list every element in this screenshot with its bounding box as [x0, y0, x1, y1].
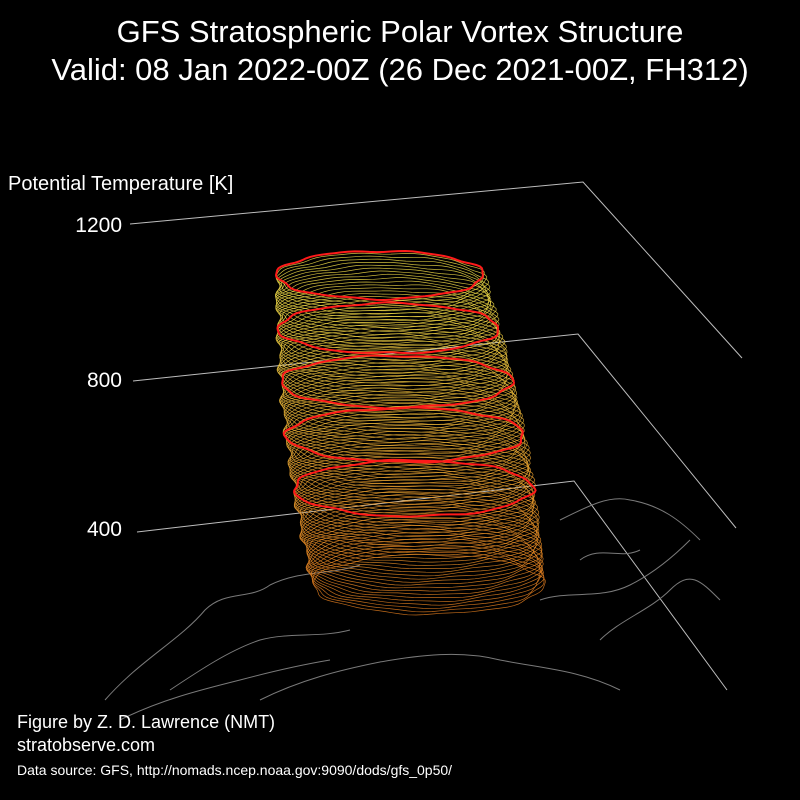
- isentrope-contour: [282, 361, 517, 416]
- isentrope-contour: [277, 261, 491, 312]
- isentrope-contour: [275, 280, 492, 332]
- isentrope-contour: [283, 387, 521, 443]
- grid-line-1200: [129, 181, 743, 359]
- highlighted-isentropes: [274, 249, 537, 518]
- figure-credit: Figure by Z. D. Lawrence (NMT): [17, 712, 276, 732]
- coastline-segment: [259, 653, 621, 701]
- isentrope-contour: [308, 544, 544, 606]
- coastline-segment: [169, 629, 351, 691]
- z-axis-label: Potential Temperature [K]: [8, 173, 234, 195]
- isentrope-contour: [279, 333, 509, 387]
- isentrope-contour: [290, 450, 534, 508]
- isentrope-contour: [295, 482, 538, 540]
- isentrope-contour: [289, 443, 530, 502]
- isentrope-contour: [306, 531, 544, 592]
- isentrope-contour: [275, 284, 495, 335]
- isentrope-contour: [289, 447, 532, 505]
- isentrope-contour: [281, 358, 515, 414]
- isentrope-contour: [275, 308, 501, 361]
- isentrope-contour: [276, 287, 497, 338]
- chart-subtitle: Valid: 08 Jan 2022-00Z (26 Dec 2021-00Z,…: [51, 52, 749, 87]
- highlighted-contour-400: [293, 458, 537, 518]
- isentrope-contour: [306, 541, 543, 602]
- isentrope-contour: [279, 330, 508, 384]
- data-source: Data source: GFS, http://nomads.ncep.noa…: [17, 762, 453, 778]
- coastline-segment: [119, 659, 331, 721]
- isentrope-contour: [287, 422, 530, 479]
- coastline-segment: [104, 564, 361, 701]
- isentrope-contour: [279, 374, 516, 429]
- coastline-segment: [579, 549, 641, 561]
- isentrope-contour: [275, 252, 485, 303]
- vortex-isosurface: [274, 252, 546, 616]
- z-tick-label-1200: 1200: [75, 214, 122, 237]
- isentrope-contour: [275, 312, 501, 365]
- highlighted-contour-800: [281, 354, 515, 410]
- isentrope-contour: [275, 255, 488, 306]
- isentrope-contour: [276, 258, 490, 309]
- coastline-segment: [559, 498, 701, 541]
- highlighted-contour-1000: [276, 301, 500, 355]
- isentrope-contour: [305, 538, 542, 598]
- chart-title: GFS Stratospheric Polar Vortex Structure: [116, 14, 684, 49]
- isentrope-contour: [275, 277, 491, 329]
- isentrope-contour: [283, 384, 521, 440]
- coastline-segment: [539, 539, 691, 601]
- isentrope-contour: [276, 340, 509, 394]
- highlighted-contour-600: [282, 406, 524, 464]
- isentrope-contour: [275, 264, 491, 315]
- site-link[interactable]: stratobserve.com: [17, 735, 156, 755]
- coastline-basemap: [104, 498, 721, 721]
- isentrope-contour: [275, 273, 490, 325]
- isentrope-contour: [284, 390, 523, 446]
- isentrope-contour: [278, 350, 514, 404]
- z-tick-label-400: 400: [86, 518, 122, 541]
- z-tick-label-800: 800: [86, 369, 122, 392]
- isentrope-contour: [274, 270, 490, 322]
- grid-line-400: [136, 480, 728, 691]
- isentrope-contour: [277, 347, 512, 400]
- coastline-segment: [599, 578, 721, 641]
- highlighted-contour-1200: [274, 249, 484, 302]
